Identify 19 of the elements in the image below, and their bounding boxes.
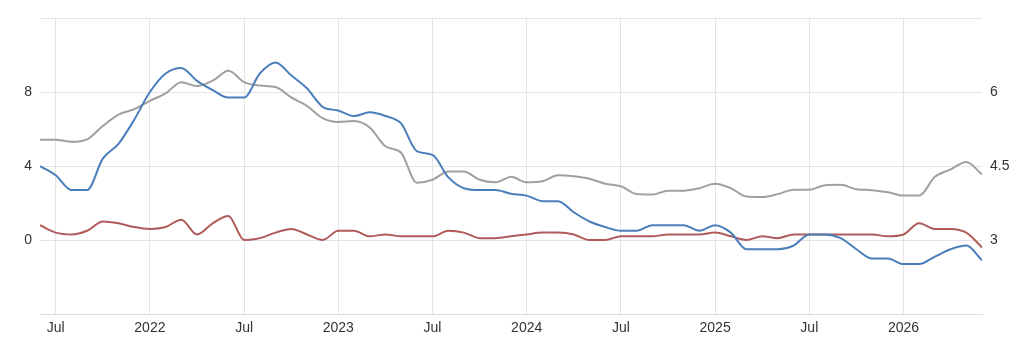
y-tick-label: 8: [24, 82, 33, 99]
x-tick-label: 2026: [887, 319, 920, 336]
x-tick-label: Jul: [423, 319, 442, 336]
line-series: [40, 61, 982, 266]
x-tick-label: Jul: [46, 319, 65, 336]
y2-tick-label: 3: [990, 230, 998, 247]
x-tick-label: 2022: [134, 319, 166, 336]
x-tick-label: Jul: [235, 319, 254, 336]
y2-tick-label: 4.5: [990, 156, 1010, 173]
line-series: [40, 69, 982, 199]
x-tick-label: 2024: [511, 319, 543, 336]
x-tick-label: 2025: [699, 319, 731, 336]
y-tick-label: 4: [24, 156, 33, 173]
x-tick-label: Jul: [611, 319, 630, 336]
y-tick-label: 0: [24, 230, 33, 247]
x-tick-label: 2023: [322, 319, 355, 336]
x-tick-label: Jul: [800, 319, 819, 336]
y2-tick-label: 6: [990, 82, 998, 99]
line-series: [40, 214, 982, 249]
